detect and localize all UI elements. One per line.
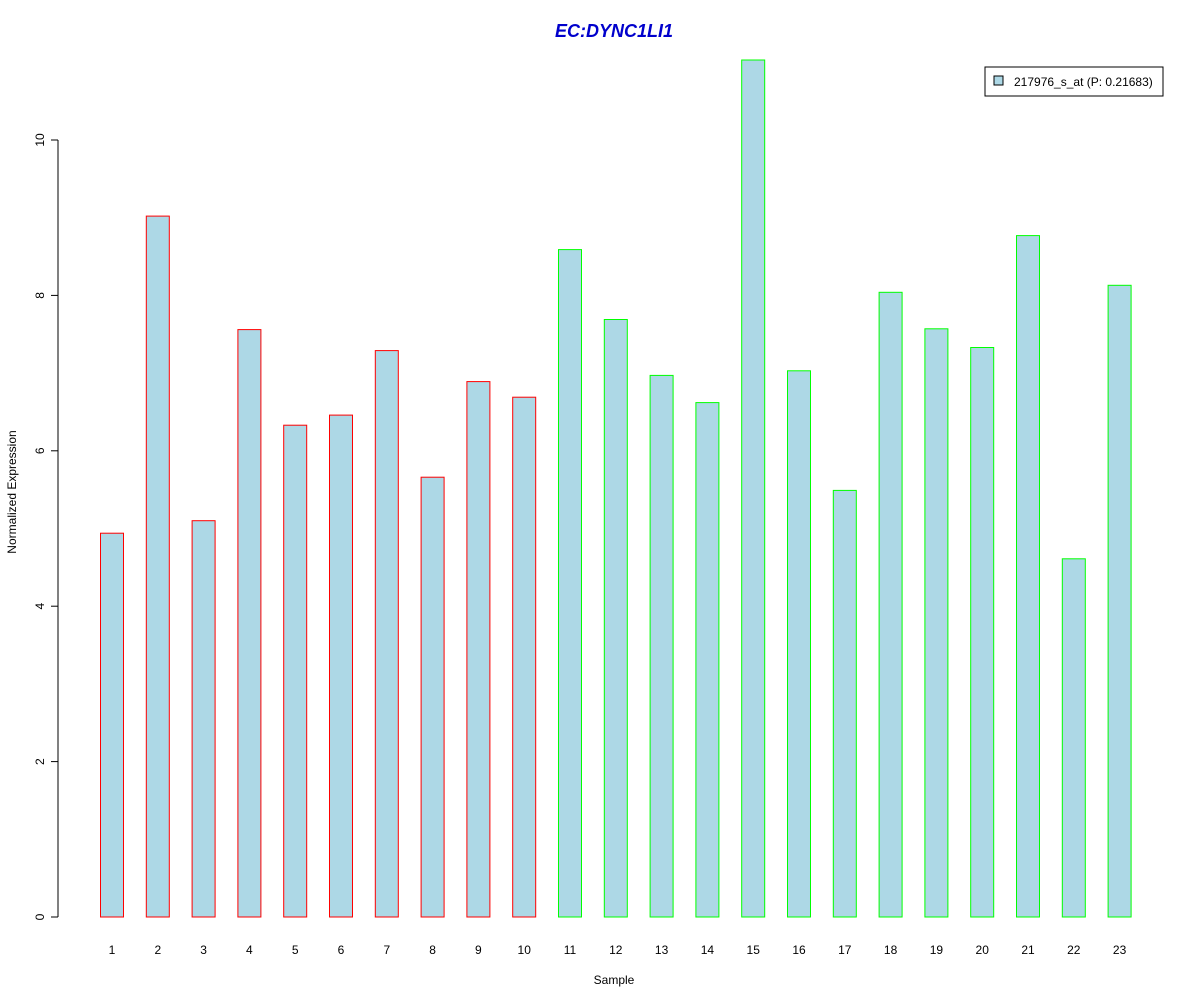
- bar-sample-14: [695, 402, 720, 918]
- legend: 217976_s_at (P: 0.21683): [984, 66, 1164, 97]
- legend-entry-label: 217976_s_at (P: 0.21683): [1014, 75, 1153, 89]
- x-tick-label: 14: [701, 943, 715, 957]
- x-tick-label: 12: [609, 943, 623, 957]
- legend-box: [984, 66, 1164, 97]
- bar-sample-15: [741, 59, 766, 918]
- x-tick-label: 5: [292, 943, 299, 957]
- y-axis-label: Normalized Expression: [5, 430, 19, 553]
- bar-sample-21: [1016, 235, 1040, 918]
- x-tick-labels: 1 2 3 4 5 6 7 8 9 10 11 12 13 14 15 16 17 18 19 20 21 22 23: [109, 943, 1127, 957]
- x-tick-label: 4: [246, 943, 253, 957]
- x-tick-label: 6: [338, 943, 345, 957]
- x-tick-label: 16: [792, 943, 806, 957]
- bar-sample-4: [237, 329, 262, 918]
- bar-sample-1: [100, 532, 124, 918]
- x-tick-label: 2: [154, 943, 161, 957]
- x-tick-label: 19: [930, 943, 944, 957]
- x-tick-label: 10: [518, 943, 532, 957]
- y-axis: 0 2 4 6 8 10: [33, 133, 59, 920]
- x-tick-label: 21: [1021, 943, 1035, 957]
- bar-sample-13: [649, 374, 674, 918]
- y-tick-label: 8: [33, 292, 47, 299]
- y-tick-label: 0: [33, 913, 47, 920]
- bar-sample-17: [832, 489, 857, 918]
- x-tick-label: 11: [564, 943, 577, 957]
- bars: [100, 59, 1132, 918]
- x-tick-label: 20: [976, 943, 990, 957]
- bar-sample-10: [512, 396, 537, 918]
- x-tick-label: 23: [1113, 943, 1127, 957]
- y-tick-label: 2: [33, 758, 47, 765]
- bar-sample-18: [878, 291, 903, 918]
- x-tick-label: 3: [200, 943, 207, 957]
- x-tick-label: 22: [1067, 943, 1081, 957]
- bar-sample-12: [603, 319, 628, 918]
- y-tick-label: 6: [33, 447, 47, 454]
- bar-sample-9: [466, 381, 491, 918]
- bar-sample-11: [558, 249, 582, 918]
- bar-sample-8: [420, 476, 445, 918]
- x-tick-label: 7: [383, 943, 390, 957]
- legend-swatch: [993, 75, 1004, 86]
- bar-sample-2: [145, 215, 170, 918]
- y-tick-label: 10: [33, 133, 47, 147]
- bar-sample-3: [191, 520, 216, 918]
- bar-sample-22: [1061, 558, 1086, 918]
- bar-sample-5: [283, 424, 308, 918]
- x-tick-label: 13: [655, 943, 669, 957]
- bar-sample-20: [970, 347, 995, 918]
- x-axis-label: Sample: [594, 973, 635, 987]
- bar-sample-16: [787, 370, 811, 918]
- x-tick-label: 1: [109, 943, 116, 957]
- bar-sample-6: [329, 414, 353, 918]
- x-tick-label: 17: [838, 943, 852, 957]
- bar-sample-23: [1107, 284, 1132, 918]
- chart-title: EC:DYNC1LI1: [555, 21, 673, 41]
- x-tick-label: 8: [429, 943, 436, 957]
- bar-sample-7: [374, 350, 399, 918]
- bar-sample-19: [924, 328, 949, 918]
- x-tick-label: 9: [475, 943, 482, 957]
- y-tick-label: 4: [33, 603, 47, 610]
- x-tick-label: 18: [884, 943, 898, 957]
- x-tick-label: 15: [747, 943, 761, 957]
